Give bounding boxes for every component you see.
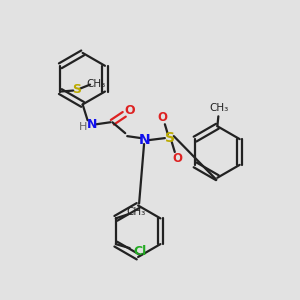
Text: Cl: Cl [133,244,146,258]
Text: S: S [165,131,175,145]
Text: N: N [87,118,98,131]
Text: CH₃: CH₃ [86,79,106,88]
Text: H: H [78,122,87,132]
Text: N: N [139,133,151,147]
Text: S: S [72,83,81,96]
Text: O: O [124,104,134,117]
Text: O: O [157,111,167,124]
Text: CH₃: CH₃ [210,103,229,113]
Text: O: O [173,152,183,165]
Text: CH₃: CH₃ [126,207,145,218]
